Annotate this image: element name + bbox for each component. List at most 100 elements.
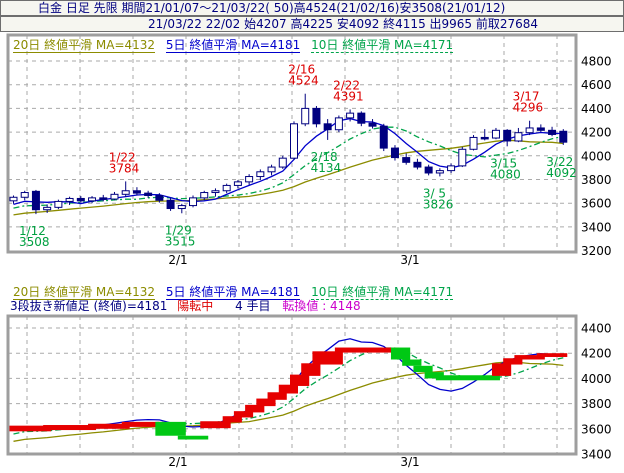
y-tick-label: 3800 xyxy=(581,173,612,187)
candlestick xyxy=(155,194,164,201)
annotation-date: 1/22 xyxy=(109,150,136,164)
y-tick-label: 3600 xyxy=(581,422,612,436)
y-tick-label: 4200 xyxy=(581,347,612,361)
break-brick-up xyxy=(88,423,130,429)
candlestick xyxy=(323,123,332,131)
candlestick xyxy=(65,197,74,202)
candlestick xyxy=(435,170,444,174)
break-brick-down xyxy=(424,372,444,379)
break-brick-up xyxy=(514,355,545,360)
candlestick xyxy=(88,197,97,202)
ma5-series xyxy=(13,117,564,206)
break-brick-up xyxy=(43,425,97,431)
price-chart-legend: 20日 終値平滑 MA=4132 5日 終値平滑 MA=4181 10日 終値平… xyxy=(13,38,460,53)
candlestick xyxy=(402,157,411,163)
annotation-value: 4391 xyxy=(333,89,364,103)
ma20-series xyxy=(13,139,564,216)
candlesticks xyxy=(9,93,568,215)
break-brick-up xyxy=(233,411,254,418)
session-info: 21/03/22 22/02 始4207 高4225 安4092 終4115 出… xyxy=(148,17,539,31)
candlestick xyxy=(43,206,52,211)
break-brick-up xyxy=(222,416,242,423)
candlestick xyxy=(222,184,231,192)
legend-ma5: 5日 終値平滑 MA=4181 xyxy=(165,38,301,53)
legend-ma10: 10日 終値平滑 MA=4171 xyxy=(311,38,454,53)
x-axis-labels: 2/1 3/1 xyxy=(168,455,419,469)
candlestick xyxy=(357,112,366,124)
candlestick xyxy=(166,199,175,210)
x-axis-labels: 2/1 3/1 xyxy=(168,253,419,267)
break-chart-legend: 20日 終値平滑 MA=4132 5日 終値平滑 MA=4181 10日 終値平… xyxy=(13,285,460,300)
annotation-value: 4092 xyxy=(546,166,577,180)
ma20-series xyxy=(13,361,564,442)
candlestick xyxy=(267,166,276,173)
candlestick xyxy=(525,127,534,134)
annotation-value: 3515 xyxy=(165,234,196,248)
y-tick-label: 4000 xyxy=(581,372,612,386)
candlestick xyxy=(233,181,242,186)
candlestick xyxy=(121,190,130,195)
annotation-value: 3784 xyxy=(109,161,140,175)
candlestick xyxy=(76,197,85,202)
legend-ma20: 20日 終値平滑 MA=4132 xyxy=(13,38,156,53)
candlestick xyxy=(390,147,399,159)
annotation-value: 4296 xyxy=(513,101,544,115)
annotation-date: 1/29 xyxy=(165,223,192,237)
candlestick xyxy=(31,190,40,211)
break-brick-down xyxy=(390,347,411,360)
brick-count-label: 4 手目 xyxy=(235,299,271,313)
y-tick-label: 4400 xyxy=(581,322,612,336)
session-info-bar: 21/03/22 22/02 始4207 高4225 安4092 終4115 出… xyxy=(0,16,624,32)
x-tick-label: 3/1 xyxy=(400,455,419,469)
annotation-value: 4134 xyxy=(311,161,342,175)
ma20-line xyxy=(13,139,564,216)
candlestick xyxy=(514,132,523,142)
annotation-date: 3/15 xyxy=(490,156,517,170)
candlestick xyxy=(144,192,153,196)
candlestick xyxy=(503,129,512,142)
annotation-date: 2/18 xyxy=(311,150,338,164)
break-brick-up xyxy=(9,425,52,432)
break-brick-up xyxy=(301,363,321,376)
candlestick xyxy=(458,148,467,167)
bullish-status-label: 陽転中 xyxy=(177,299,214,313)
break-brick-down xyxy=(155,421,186,436)
break-brick-down xyxy=(402,359,422,366)
break-brick-up xyxy=(278,384,298,394)
candlestick xyxy=(424,166,433,174)
y-tick-label: 4800 xyxy=(581,55,612,69)
candlestick xyxy=(368,122,377,127)
candlestick xyxy=(447,165,456,172)
break-brick-up xyxy=(121,421,164,427)
break-brick-up xyxy=(312,351,343,365)
candlestick xyxy=(20,192,29,198)
candlestick xyxy=(379,125,388,149)
annotation-date: 2/22 xyxy=(333,78,360,92)
candlestick xyxy=(211,190,220,194)
candlestick xyxy=(177,205,186,210)
break-brick-up xyxy=(536,353,568,357)
candlestick xyxy=(346,112,355,119)
candlestick xyxy=(110,193,119,200)
price-chart-canvas: 4800 4600 4400 4200 4000 3800 3600 3400 3200 2/1 3… xyxy=(6,33,612,267)
y-tick-label: 3400 xyxy=(581,448,612,462)
ma5-line xyxy=(13,117,564,206)
break-brick-up xyxy=(245,404,265,413)
break-brick-up xyxy=(256,398,276,407)
y-axis-labels: 4800 4600 4400 4200 4000 3800 3600 3400 3200 xyxy=(581,55,612,259)
break-chart-canvas: 4400 4200 4000 3800 3600 3400 2/1 3/1 xyxy=(6,314,612,469)
x-tick-label: 3/1 xyxy=(400,253,419,267)
ma20-line xyxy=(13,361,564,442)
annotation-value: 4524 xyxy=(288,74,319,88)
gridlines xyxy=(8,35,576,252)
candlestick xyxy=(480,136,489,140)
annotation-date: 3/17 xyxy=(513,90,540,104)
annotation-date: 2/16 xyxy=(288,63,315,77)
break-brick-up xyxy=(267,392,287,400)
plot-frame xyxy=(6,33,578,254)
candlestick xyxy=(245,176,254,183)
reversal-value-label: 転換値 : 4148 xyxy=(282,299,361,313)
annotation-value: 4080 xyxy=(490,167,521,181)
candlestick xyxy=(334,117,343,131)
candlestick xyxy=(99,197,108,200)
